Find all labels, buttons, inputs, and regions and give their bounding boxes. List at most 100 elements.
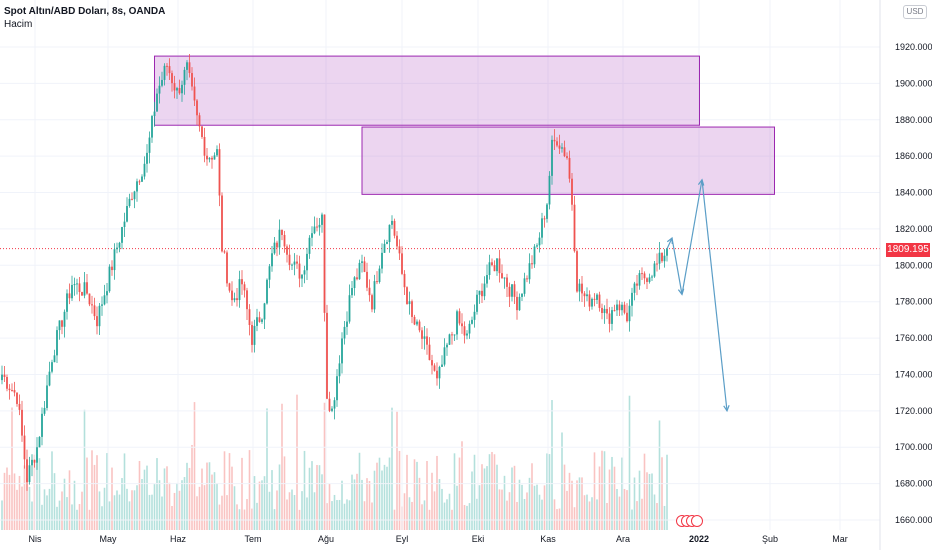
volume-bar — [86, 457, 88, 530]
candle-body — [216, 149, 218, 156]
candle-body — [666, 248, 668, 256]
candle-body — [191, 73, 193, 87]
volume-bar — [398, 450, 401, 530]
candle — [458, 308, 461, 326]
candle — [541, 212, 543, 245]
candle-body — [356, 277, 358, 280]
candle-body — [436, 370, 438, 379]
volume-bar — [6, 467, 8, 530]
volume-bar — [56, 506, 58, 530]
candle — [78, 277, 81, 302]
candle — [163, 63, 166, 86]
volume-bar — [131, 490, 133, 530]
volume-bar — [576, 480, 578, 530]
volume-bar — [603, 451, 606, 530]
volume-bar — [253, 476, 256, 530]
volume-bar — [368, 481, 371, 530]
x-tick-label: Mar — [832, 534, 848, 544]
candle-body — [531, 263, 533, 265]
candle — [303, 265, 306, 284]
volume-bar — [43, 489, 46, 530]
candle — [53, 349, 56, 363]
volume-bar — [376, 462, 378, 530]
volume-bar — [421, 504, 423, 530]
candle — [453, 334, 456, 341]
candle — [226, 250, 228, 287]
candle-body — [606, 308, 608, 314]
candle — [641, 267, 643, 280]
candle-body — [651, 276, 653, 278]
candle-body — [141, 176, 143, 182]
volume-bar — [158, 480, 161, 530]
candle — [446, 342, 448, 356]
candle — [611, 306, 613, 331]
candle-body — [611, 310, 613, 324]
volume-bar — [388, 457, 391, 530]
candle — [28, 456, 31, 485]
volume-bar — [348, 500, 351, 530]
candle — [651, 274, 653, 281]
candle — [126, 197, 128, 223]
candle — [363, 256, 366, 273]
candle — [66, 289, 68, 320]
volume-bar — [146, 465, 148, 530]
candle — [511, 284, 513, 302]
candle-body — [621, 304, 623, 311]
flag-icon[interactable] — [691, 515, 703, 527]
x-tick-label: Eyl — [396, 534, 409, 544]
volume-bar — [13, 473, 16, 530]
volume-bar — [566, 490, 568, 530]
candle — [548, 171, 551, 210]
candle — [373, 274, 376, 313]
volume-bar — [313, 492, 316, 530]
candle-body — [93, 305, 96, 317]
candle — [293, 253, 296, 276]
candle-body — [406, 287, 408, 305]
volume-bar — [496, 464, 498, 530]
volume-bar — [383, 464, 386, 530]
currency-badge[interactable]: USD — [903, 5, 927, 19]
volume-bar — [473, 454, 476, 530]
volume-bar — [173, 492, 176, 530]
candle — [346, 311, 348, 335]
volume-bar — [571, 480, 573, 530]
candle — [251, 321, 253, 353]
candle-body — [56, 330, 58, 356]
candle-body — [613, 310, 616, 312]
candle-body — [596, 294, 598, 300]
candle — [253, 319, 256, 353]
candle-body — [516, 296, 518, 311]
candle — [376, 271, 378, 285]
candle — [423, 325, 426, 350]
candle-body — [443, 347, 446, 365]
candle — [528, 253, 531, 284]
volume-bar — [213, 472, 216, 530]
volume-bar — [106, 453, 108, 530]
volume-bar — [436, 455, 438, 530]
candle — [168, 58, 171, 80]
volume-bar — [501, 489, 503, 530]
candle-body — [478, 290, 481, 295]
candle-body — [453, 334, 456, 336]
candle — [371, 293, 373, 313]
x-tick-label: Eki — [472, 534, 485, 544]
volume-bar — [491, 451, 493, 530]
candle-body — [391, 220, 393, 225]
candle — [138, 179, 141, 186]
candle — [633, 281, 636, 301]
candle — [81, 291, 83, 296]
candle-body — [131, 198, 133, 200]
volume-bar — [183, 477, 186, 530]
candle — [201, 126, 203, 139]
candle-body — [193, 86, 196, 101]
candle — [591, 297, 593, 310]
candle — [173, 75, 176, 99]
candle-body — [28, 465, 31, 483]
volume-bar — [386, 466, 388, 530]
candle — [16, 392, 18, 407]
candle — [648, 273, 651, 284]
event-flags-icon[interactable] — [676, 515, 706, 528]
volume-bar — [276, 490, 278, 530]
volume-bar — [413, 459, 416, 530]
